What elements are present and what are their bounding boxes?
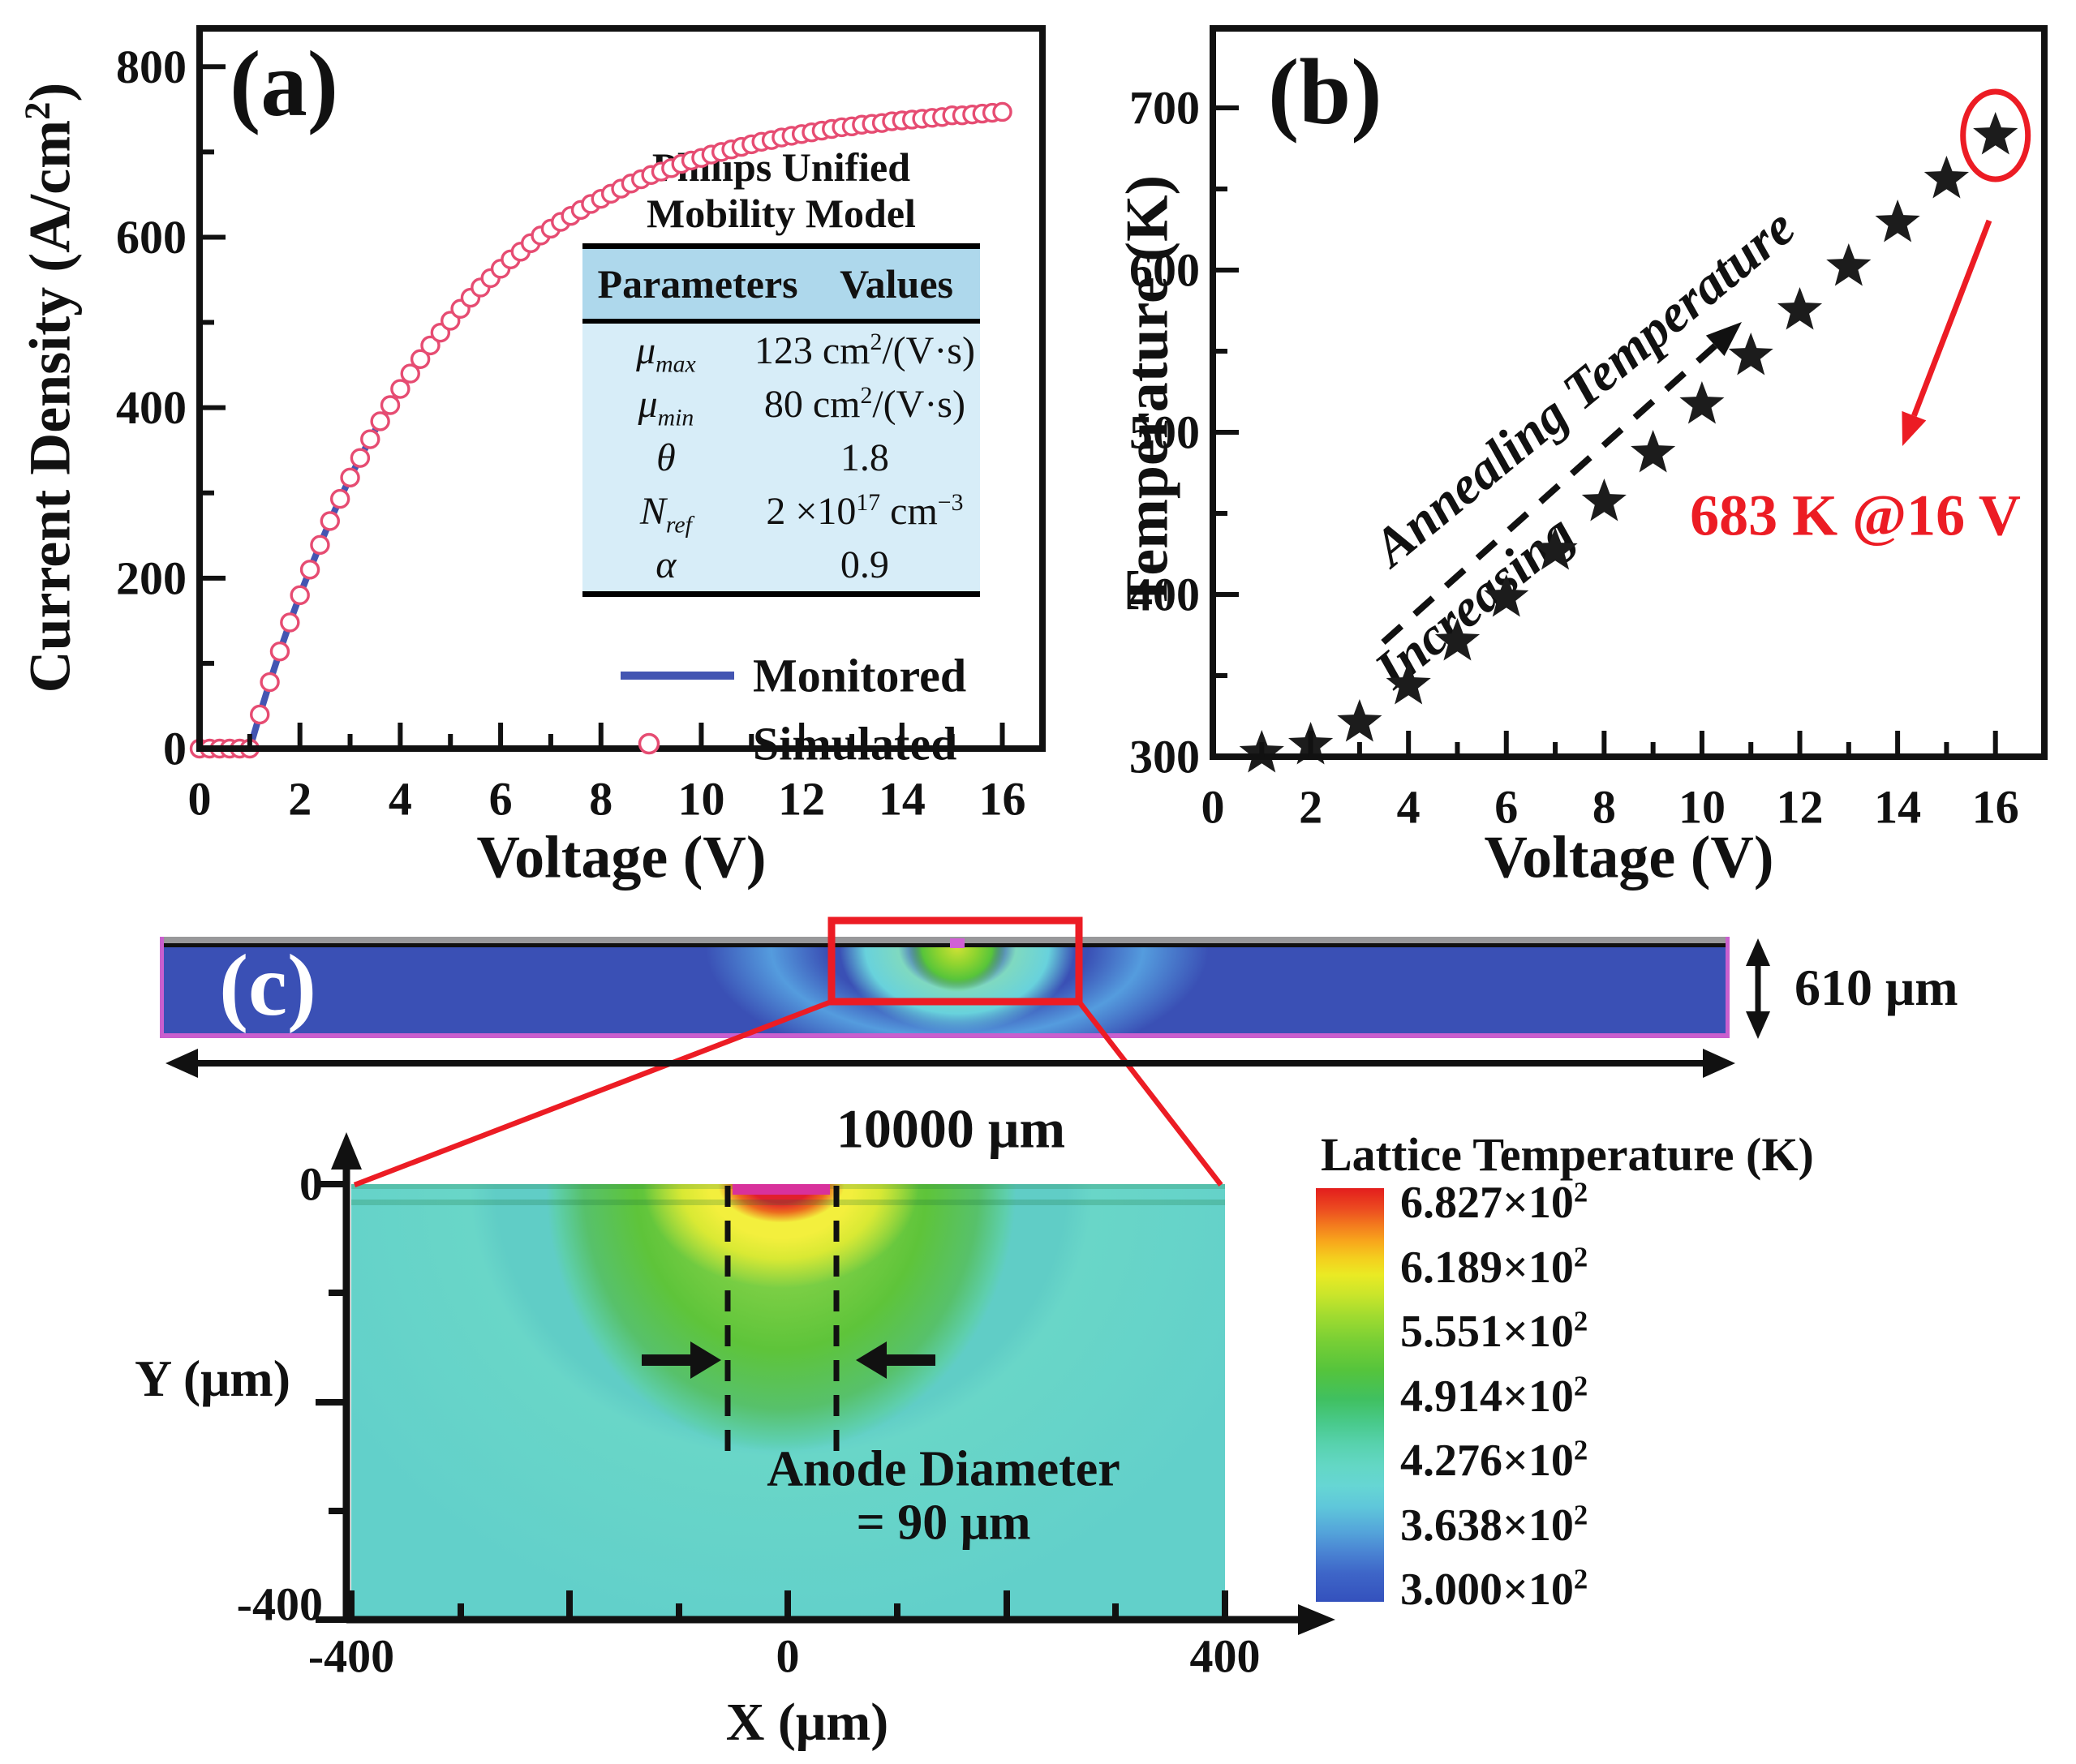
heatmap-xlabel: X (μm) bbox=[725, 1693, 889, 1752]
mobility-param: μmin bbox=[638, 382, 694, 431]
colorbar-tick-label: 3.000×102 bbox=[1400, 1563, 1588, 1615]
mobility-table-title-line1: Philips Unified bbox=[651, 144, 911, 190]
colorbar-gradient bbox=[1316, 1188, 1384, 1602]
panel-b-xlabel: Voltage (V) bbox=[1484, 824, 1774, 891]
wafer-width-label: 10000 μm bbox=[836, 1097, 1066, 1160]
svg-text:4: 4 bbox=[389, 773, 412, 826]
svg-text:0: 0 bbox=[188, 773, 212, 826]
mobility-table-row: α 0.9 bbox=[582, 538, 980, 591]
heatmap-anode-contact bbox=[732, 1184, 830, 1195]
panel-b-label: (b) bbox=[1268, 41, 1382, 144]
mobility-value: 2 ×1017 cm−3 bbox=[766, 488, 964, 533]
svg-text:8: 8 bbox=[589, 773, 612, 826]
svg-text:4: 4 bbox=[1397, 781, 1421, 834]
panel-a-ylabel: Current Density (A/cm2) bbox=[16, 82, 83, 693]
colorbar-tick-label: 5.551×102 bbox=[1400, 1305, 1588, 1357]
heatmap-ytick-neg400: -400 bbox=[236, 1577, 323, 1631]
colorbar-tick-label: 4.914×102 bbox=[1400, 1369, 1588, 1422]
mobility-table-body: μmax 123 cm2/(V·s) μmin 80 cm2/(V·s) θ 1.8 Nre… bbox=[582, 324, 980, 591]
panel-a-xlabel: Voltage (V) bbox=[476, 824, 767, 891]
wafer-thickness-label: 610 μm bbox=[1794, 959, 1958, 1016]
colorbar-title: Lattice Temperature (K) bbox=[1321, 1128, 1814, 1181]
mobility-value: 80 cm2/(V·s) bbox=[763, 381, 965, 426]
mobility-table-header-values: Values bbox=[840, 261, 954, 307]
peak-callout-arrow bbox=[1911, 219, 1992, 417]
wafer-bulk-with-hotspot bbox=[164, 947, 1726, 1033]
mobility-param: Nref bbox=[639, 489, 692, 539]
svg-text:600: 600 bbox=[116, 211, 187, 264]
svg-text:10: 10 bbox=[677, 773, 724, 826]
heatmap-ytick-0: 0 bbox=[299, 1157, 323, 1211]
svg-text:14: 14 bbox=[879, 773, 926, 826]
svg-text:300: 300 bbox=[1129, 731, 1200, 783]
wafer-anode-contact bbox=[949, 938, 965, 948]
panel-b-ylabel: Temperature (K) bbox=[1114, 174, 1181, 611]
legend-label-monitored: Monitored bbox=[753, 649, 967, 702]
mobility-table-header: Parameters Values bbox=[582, 249, 980, 324]
mobility-value: 123 cm2/(V·s) bbox=[754, 328, 975, 372]
svg-text:400: 400 bbox=[1190, 1630, 1261, 1683]
mobility-param: α bbox=[655, 543, 677, 586]
mobility-table-title-line2: Mobility Model bbox=[647, 191, 916, 236]
mobility-table-row: Nref 2 ×1017 cm−3 bbox=[582, 484, 980, 538]
svg-text:2: 2 bbox=[1299, 781, 1322, 834]
svg-text:0: 0 bbox=[1201, 781, 1225, 834]
svg-text:14: 14 bbox=[1874, 781, 1921, 834]
svg-text:200: 200 bbox=[116, 552, 187, 604]
svg-text:800: 800 bbox=[116, 41, 187, 93]
anode-diameter-label-line2: = 90 μm bbox=[856, 1495, 1031, 1551]
mobility-parameter-table: Parameters Values μmax 123 cm2/(V·s) μmin 8… bbox=[582, 243, 980, 597]
svg-text:0: 0 bbox=[776, 1630, 800, 1683]
colorbar-tick-label: 4.276×102 bbox=[1400, 1434, 1588, 1486]
mobility-table-header-parameters: Parameters bbox=[597, 261, 798, 307]
svg-text:16: 16 bbox=[979, 773, 1026, 826]
panel-c-label: (c) bbox=[219, 938, 316, 1034]
mobility-table-row: μmax 123 cm2/(V·s) bbox=[582, 324, 980, 377]
mobility-value: 0.9 bbox=[840, 543, 889, 586]
svg-text:0: 0 bbox=[163, 723, 187, 775]
svg-text:12: 12 bbox=[778, 773, 825, 826]
wafer-cross-section bbox=[160, 937, 1730, 1038]
mobility-table-row: μmin 80 cm2/(V·s) bbox=[582, 377, 980, 431]
mobility-param: μmax bbox=[636, 328, 696, 378]
mobility-value: 1.8 bbox=[840, 436, 889, 479]
legend-label-simulated: Simulated bbox=[753, 717, 957, 770]
legend-circle-sample bbox=[638, 732, 660, 755]
panel-a-label: (a) bbox=[230, 32, 339, 135]
colorbar-tick-label: 3.638×102 bbox=[1400, 1498, 1588, 1551]
svg-text:6: 6 bbox=[489, 773, 513, 826]
mobility-param: θ bbox=[656, 436, 676, 479]
svg-text:16: 16 bbox=[1972, 781, 2019, 834]
mobility-table-title: Philips Unified Mobility Model bbox=[582, 144, 980, 237]
lattice-temperature-heatmap bbox=[351, 1184, 1225, 1620]
svg-text:400: 400 bbox=[116, 381, 187, 434]
mobility-table-row: θ 1.8 bbox=[582, 431, 980, 484]
anode-diameter-label-line1: Anode Diameter bbox=[767, 1441, 1120, 1497]
wafer-top-contact-layer bbox=[164, 937, 1726, 943]
svg-text:12: 12 bbox=[1777, 781, 1824, 834]
colorbar-tick-label: 6.827×102 bbox=[1400, 1176, 1588, 1228]
peak-highlight-ellipse bbox=[1960, 88, 2031, 182]
svg-text:-400: -400 bbox=[308, 1630, 394, 1683]
annotation-peak-callout: 683 K @16 V bbox=[1690, 483, 2021, 548]
colorbar-tick-label: 6.189×102 bbox=[1400, 1240, 1588, 1293]
heatmap-ylabel: Y (μm) bbox=[134, 1350, 291, 1407]
svg-text:2: 2 bbox=[288, 773, 312, 826]
svg-text:700: 700 bbox=[1129, 82, 1200, 135]
